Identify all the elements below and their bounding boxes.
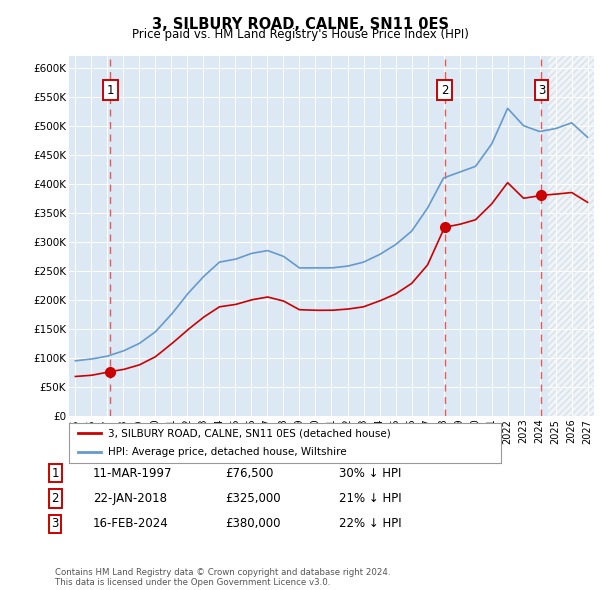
Text: 3, SILBURY ROAD, CALNE, SN11 0ES: 3, SILBURY ROAD, CALNE, SN11 0ES — [151, 17, 449, 31]
Text: 16-FEB-2024: 16-FEB-2024 — [93, 517, 169, 530]
Text: 22% ↓ HPI: 22% ↓ HPI — [339, 517, 401, 530]
Text: 3: 3 — [538, 84, 545, 97]
Text: 1: 1 — [107, 84, 114, 97]
Text: Contains HM Land Registry data © Crown copyright and database right 2024.
This d: Contains HM Land Registry data © Crown c… — [55, 568, 391, 587]
Text: 3: 3 — [52, 517, 59, 530]
Text: 21% ↓ HPI: 21% ↓ HPI — [339, 492, 401, 505]
Text: 2: 2 — [441, 84, 448, 97]
Text: 3, SILBURY ROAD, CALNE, SN11 0ES (detached house): 3, SILBURY ROAD, CALNE, SN11 0ES (detach… — [108, 428, 391, 438]
Text: 11-MAR-1997: 11-MAR-1997 — [93, 467, 173, 480]
Text: £76,500: £76,500 — [225, 467, 274, 480]
Text: £380,000: £380,000 — [225, 517, 281, 530]
Text: 1: 1 — [52, 467, 59, 480]
Text: Price paid vs. HM Land Registry's House Price Index (HPI): Price paid vs. HM Land Registry's House … — [131, 28, 469, 41]
Text: 2: 2 — [52, 492, 59, 505]
Text: 30% ↓ HPI: 30% ↓ HPI — [339, 467, 401, 480]
Text: 22-JAN-2018: 22-JAN-2018 — [93, 492, 167, 505]
Text: HPI: Average price, detached house, Wiltshire: HPI: Average price, detached house, Wilt… — [108, 447, 347, 457]
Bar — [548, 56, 594, 416]
Text: £325,000: £325,000 — [225, 492, 281, 505]
